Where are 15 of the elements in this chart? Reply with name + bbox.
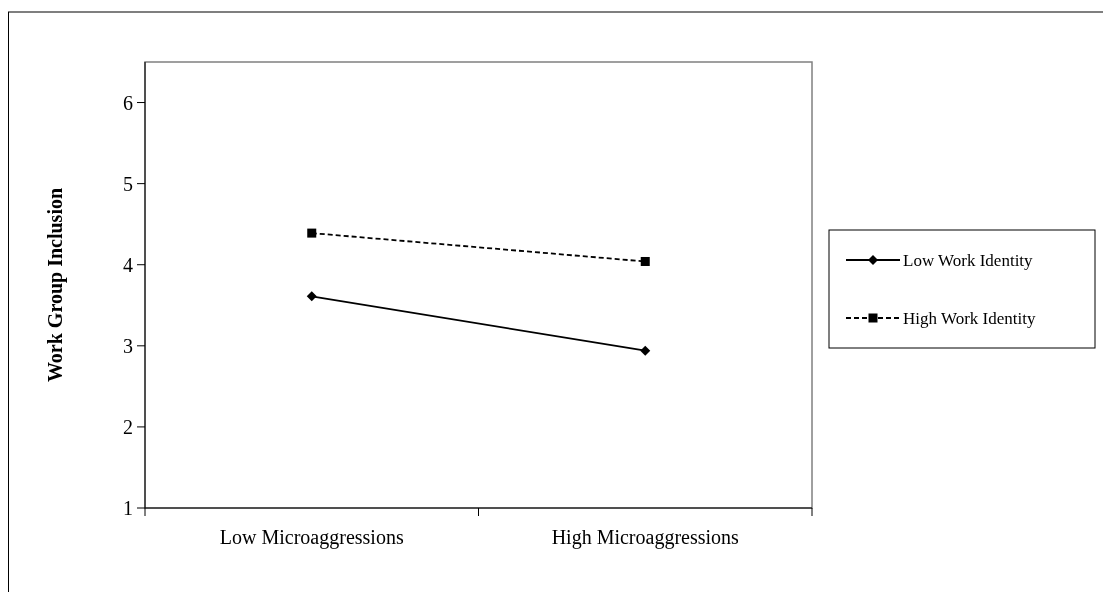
x-tick-label: High Microaggressions	[551, 526, 740, 549]
y-tick-label: 1	[123, 497, 133, 519]
point	[640, 345, 651, 356]
y-tick-label: 4	[123, 253, 133, 276]
y-tick-label: 6	[123, 91, 133, 114]
y-axis-title: Work Group Inclusion	[44, 187, 67, 383]
x-tick-label: Low Microaggressions	[219, 526, 404, 549]
point	[640, 256, 650, 266]
point	[306, 291, 317, 302]
point	[307, 228, 317, 238]
y-tick-label: 2	[123, 415, 133, 438]
legend-label: Low Work Identity	[903, 250, 1034, 270]
y-tick-label: 5	[123, 172, 133, 195]
y-tick-label: 3	[123, 334, 133, 357]
legend-label: High Work Identity	[903, 308, 1036, 328]
